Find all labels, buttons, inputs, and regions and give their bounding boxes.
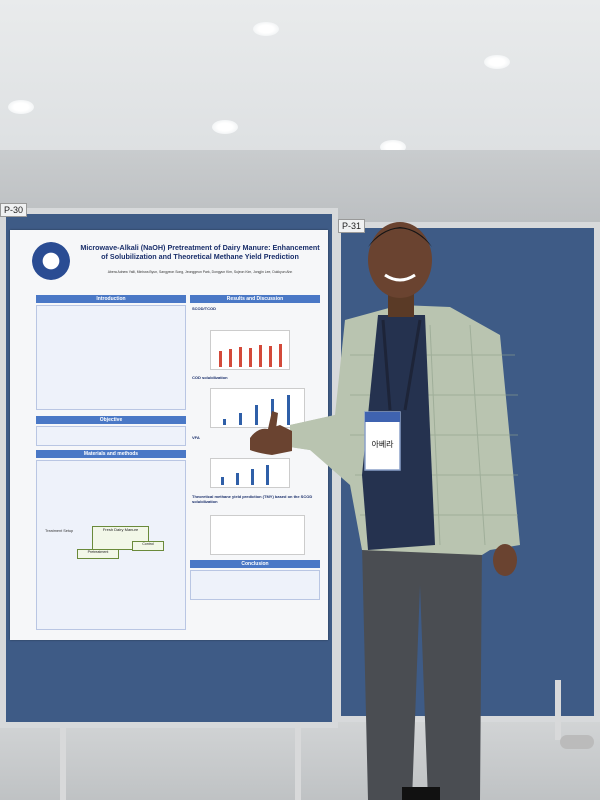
cod-solubilization-chart — [210, 388, 305, 428]
booth-tag-left: P-30 — [0, 203, 28, 217]
hair — [368, 227, 432, 247]
chart-bar — [219, 351, 222, 367]
pointing-hand — [250, 425, 292, 455]
section-materials: Materials and methods — [36, 450, 186, 458]
university-logo — [32, 242, 70, 280]
chart-bar — [223, 419, 226, 425]
shoe — [402, 787, 440, 800]
section-objective: Objective — [36, 416, 186, 424]
subhead-scod: SCOD/TCOD — [192, 306, 216, 311]
tmy-chart — [210, 515, 305, 555]
chart-bar — [266, 465, 269, 485]
introduction-text-block — [36, 305, 186, 410]
vfa-chart — [210, 458, 290, 488]
chart-bar — [249, 348, 252, 367]
head — [368, 222, 432, 298]
chart-bar — [239, 413, 242, 425]
conclusion-text-block — [190, 570, 320, 600]
research-poster: Microwave-Alkali (NaOH) Pretreatment of … — [10, 230, 328, 640]
ceiling — [0, 0, 600, 170]
section-introduction: Introduction — [36, 295, 186, 303]
chart-bar — [236, 473, 239, 485]
chart-bar — [287, 395, 290, 425]
chart-bar — [229, 349, 232, 367]
board-leg — [60, 728, 66, 800]
jeans — [362, 545, 482, 800]
presenter-person: 아베라 — [250, 222, 520, 800]
board-leg — [555, 680, 561, 740]
badge-name: 아베라 — [371, 439, 394, 449]
booth-tag-right: P-31 — [338, 219, 366, 233]
subhead-cod-solubilization: COD solubilization — [192, 375, 228, 380]
chart-bar — [269, 346, 272, 367]
flow-pretreatment: Pretreatment — [77, 549, 119, 559]
ceiling-light — [484, 55, 510, 69]
materials-text-block: Fresh Dairy Manure Pretreatment Control … — [36, 460, 186, 630]
chart-bar — [259, 345, 262, 367]
objective-text-block — [36, 426, 186, 446]
poster-authors: Abera Adnew Yalli, Minhwa Byun, Sangyeon… — [107, 270, 293, 274]
subhead-tmy: Theoretical methane yield prediction (TM… — [192, 494, 313, 504]
ceiling-light — [253, 22, 279, 36]
chart-bar — [239, 347, 242, 367]
section-conclusion: Conclusion — [190, 560, 320, 568]
chart-bar — [221, 477, 224, 485]
ceiling-light — [212, 120, 238, 134]
board-wheel — [560, 735, 594, 749]
board-leg — [295, 722, 301, 800]
scod-bar-chart — [210, 330, 290, 370]
section-results: Results and Discussion — [190, 295, 320, 303]
ceiling-light — [8, 100, 34, 114]
chart-bar — [279, 344, 282, 367]
chart-bar — [251, 469, 254, 485]
subhead-vfa: VFA — [192, 435, 200, 440]
flow-control: Control — [132, 541, 164, 551]
flow-label: Treatment Setup — [45, 529, 74, 533]
chart-bar — [255, 405, 258, 425]
poster-title: Microwave-Alkali (NaOH) Pretreatment of … — [80, 243, 320, 261]
